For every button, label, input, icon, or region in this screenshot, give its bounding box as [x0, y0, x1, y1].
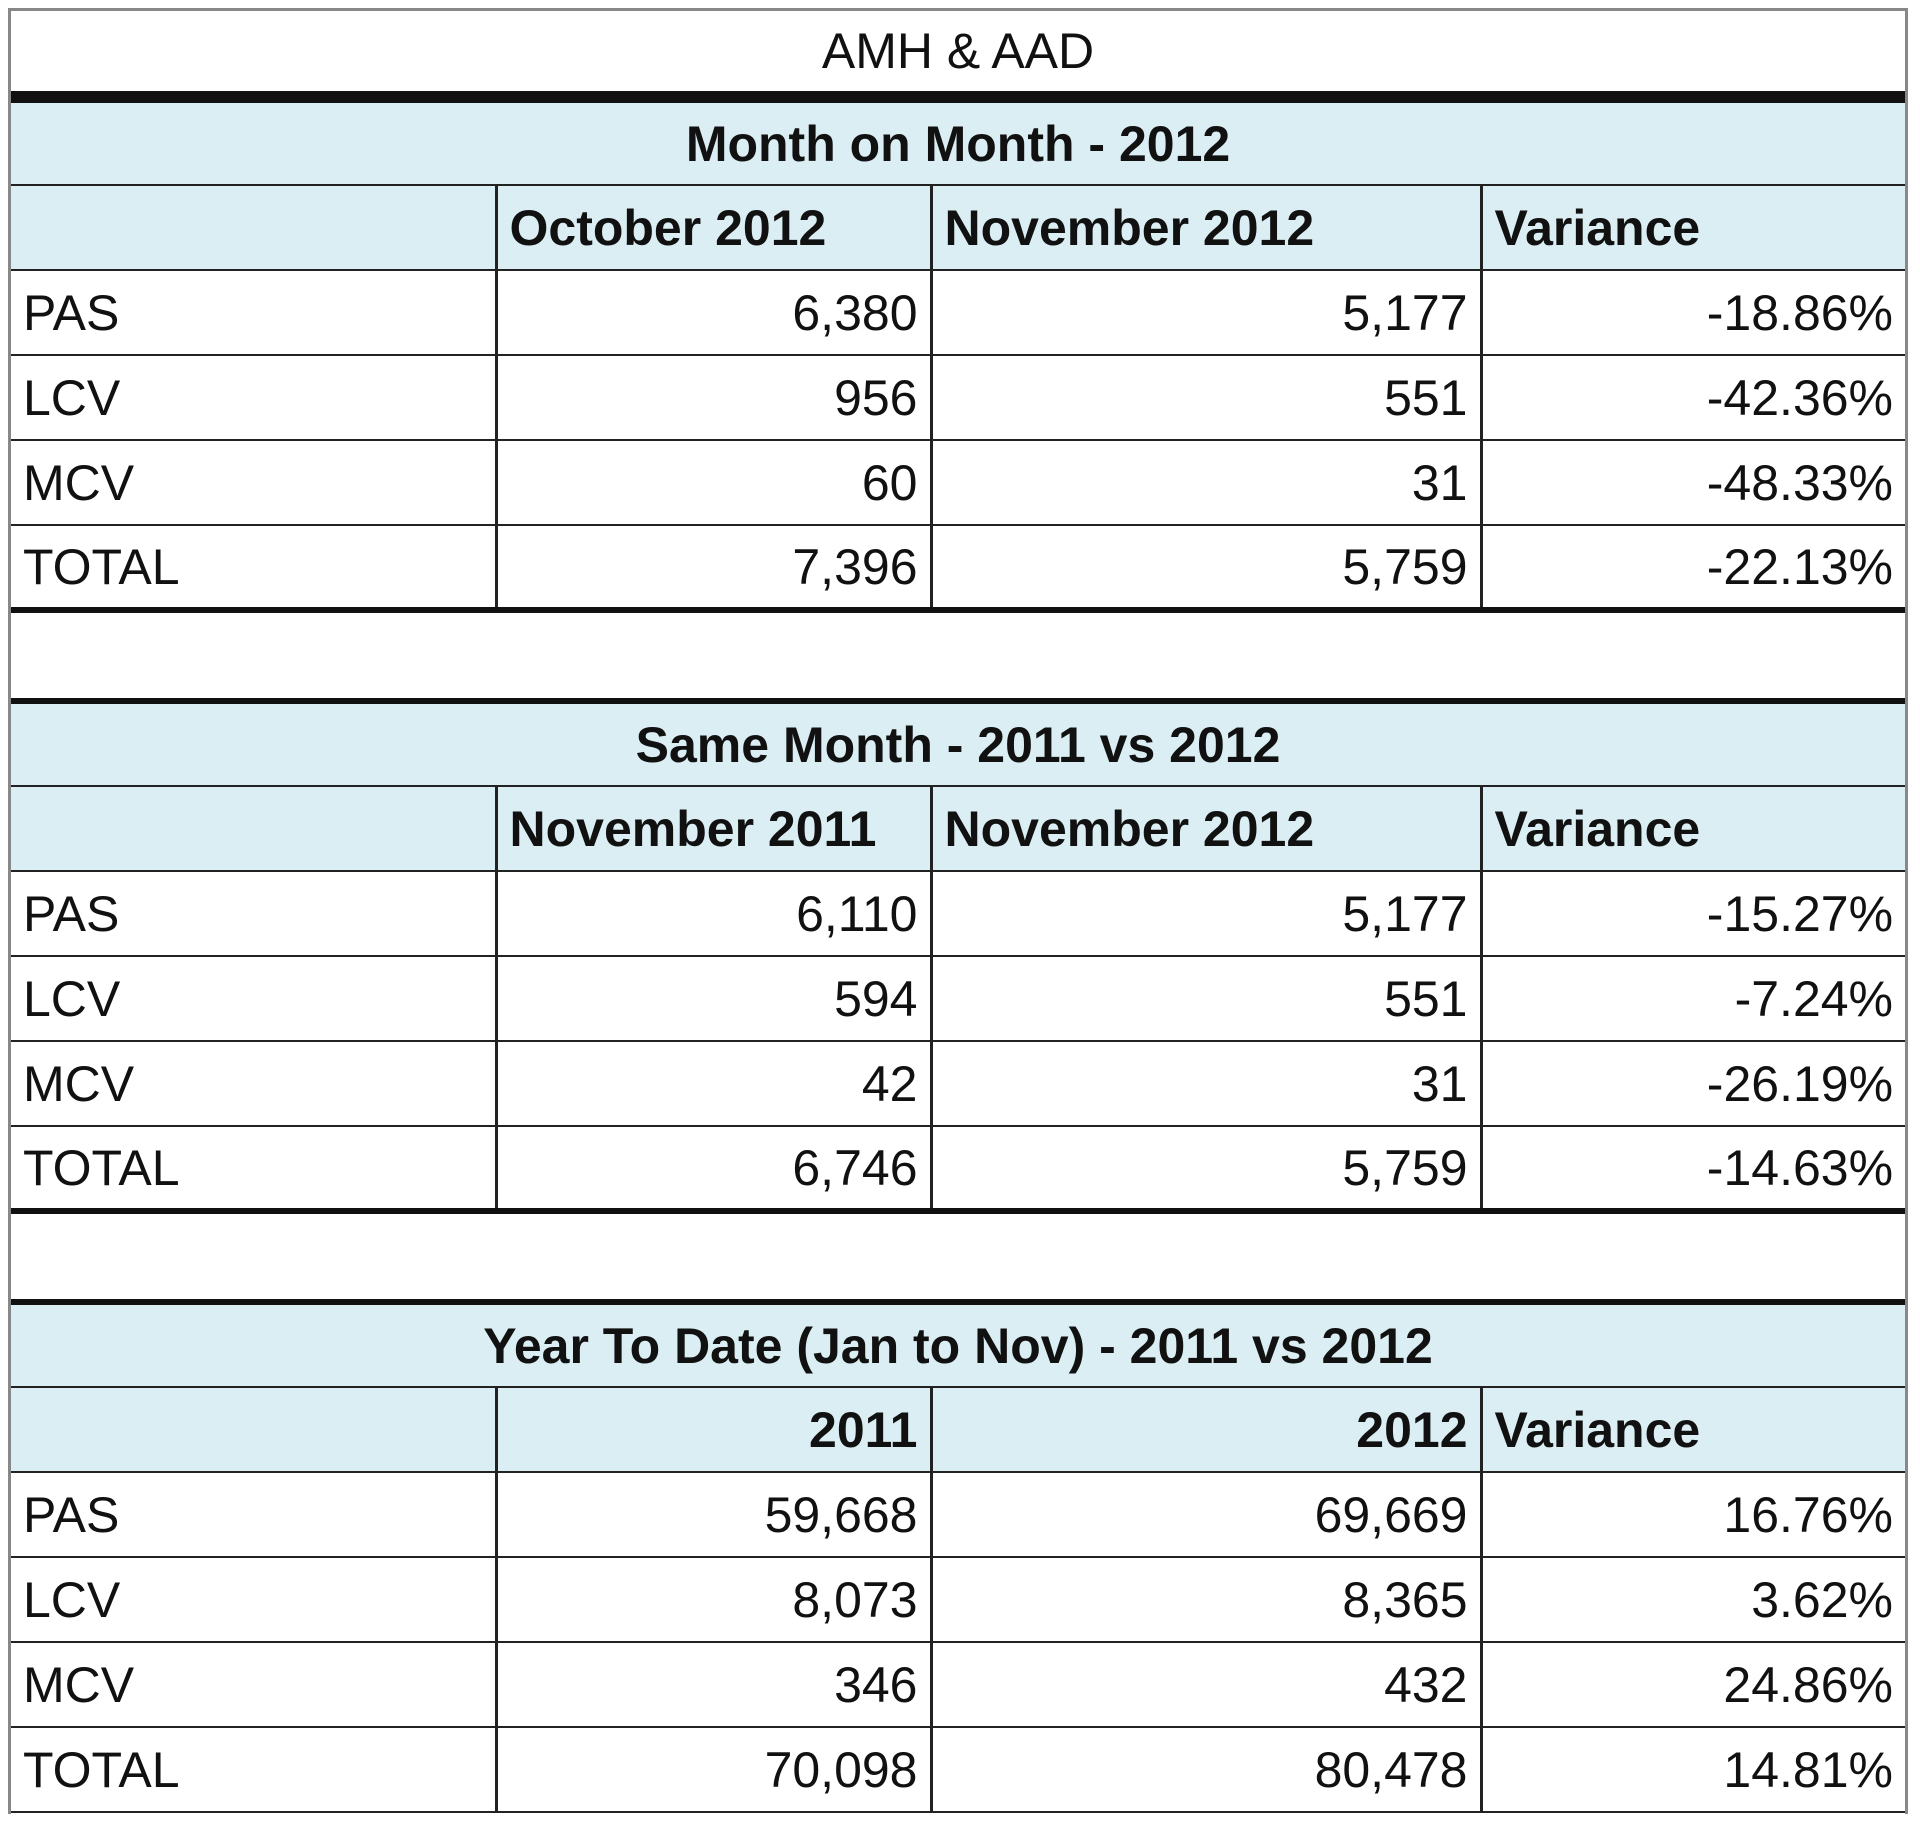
year-to-date-table: Year To Date (Jan to Nov) - 2011 vs 2012… — [11, 1299, 1906, 1813]
value-period-b: 551 — [929, 956, 1481, 1042]
spacer — [11, 613, 1905, 698]
row-label: LCV — [11, 1557, 496, 1643]
table-row: LCV 956 551 -42.36% — [11, 355, 1906, 441]
value-variance: -48.33% — [1479, 440, 1906, 526]
column-header-blank — [11, 185, 496, 271]
value-period-a: 60 — [494, 440, 931, 526]
value-period-a: 6,380 — [494, 270, 931, 356]
row-label: TOTAL — [11, 1126, 496, 1214]
spreadsheet-report: AMH & AAD Month on Month - 2012 October … — [8, 8, 1908, 1814]
value-variance: -22.13% — [1479, 525, 1906, 613]
column-header-period-a: October 2012 — [494, 185, 931, 271]
row-label: TOTAL — [11, 1727, 496, 1813]
value-variance: -14.63% — [1479, 1126, 1906, 1214]
value-variance: -7.24% — [1479, 956, 1906, 1042]
column-header-row: 2011 2012 Variance — [11, 1387, 1906, 1473]
value-period-a: 6,746 — [494, 1126, 931, 1214]
value-period-b: 80,478 — [929, 1727, 1481, 1813]
value-variance: -26.19% — [1479, 1041, 1906, 1127]
value-period-b: 8,365 — [929, 1557, 1481, 1643]
value-period-b: 551 — [929, 355, 1481, 441]
table-row: PAS 59,668 69,669 16.76% — [11, 1472, 1906, 1558]
table-row: MCV 346 432 24.86% — [11, 1642, 1906, 1728]
column-header-row: November 2011 November 2012 Variance — [11, 786, 1906, 872]
section-heading-row: Year To Date (Jan to Nov) - 2011 vs 2012 — [11, 1299, 1906, 1388]
section-heading-row: Month on Month - 2012 — [11, 97, 1906, 186]
value-period-b: 5,177 — [929, 871, 1481, 957]
report-title: AMH & AAD — [11, 11, 1905, 97]
value-period-a: 42 — [494, 1041, 931, 1127]
table-row-total: TOTAL 70,098 80,478 14.81% — [11, 1727, 1906, 1813]
value-variance: -15.27% — [1479, 871, 1906, 957]
value-variance: 16.76% — [1479, 1472, 1906, 1558]
row-label: MCV — [11, 440, 496, 526]
table-row: MCV 60 31 -48.33% — [11, 440, 1906, 526]
column-header-period-b: November 2012 — [929, 185, 1481, 271]
section-heading: Year To Date (Jan to Nov) - 2011 vs 2012 — [11, 1299, 1906, 1388]
table-row: PAS 6,380 5,177 -18.86% — [11, 270, 1906, 356]
table-row: LCV 8,073 8,365 3.62% — [11, 1557, 1906, 1643]
row-label: TOTAL — [11, 525, 496, 613]
value-period-a: 7,396 — [494, 525, 931, 613]
value-period-b: 31 — [929, 440, 1481, 526]
column-header-period-b: 2012 — [929, 1387, 1481, 1473]
value-variance: 14.81% — [1479, 1727, 1906, 1813]
row-label: MCV — [11, 1642, 496, 1728]
value-period-b: 69,669 — [929, 1472, 1481, 1558]
row-label: LCV — [11, 956, 496, 1042]
value-period-a: 8,073 — [494, 1557, 931, 1643]
table-row: MCV 42 31 -26.19% — [11, 1041, 1906, 1127]
row-label: PAS — [11, 871, 496, 957]
value-period-a: 6,110 — [494, 871, 931, 957]
value-variance: -42.36% — [1479, 355, 1906, 441]
same-month-table: Same Month - 2011 vs 2012 November 2011 … — [11, 698, 1906, 1214]
column-header-variance: Variance — [1479, 1387, 1906, 1473]
row-label: PAS — [11, 270, 496, 356]
section-heading: Month on Month - 2012 — [11, 97, 1906, 186]
spacer — [11, 1214, 1905, 1299]
column-header-row: October 2012 November 2012 Variance — [11, 185, 1906, 271]
value-period-a: 59,668 — [494, 1472, 931, 1558]
value-period-b: 432 — [929, 1642, 1481, 1728]
value-period-b: 31 — [929, 1041, 1481, 1127]
row-label: MCV — [11, 1041, 496, 1127]
table-row: LCV 594 551 -7.24% — [11, 956, 1906, 1042]
value-period-a: 70,098 — [494, 1727, 931, 1813]
value-period-a: 346 — [494, 1642, 931, 1728]
row-label: LCV — [11, 355, 496, 441]
value-period-a: 956 — [494, 355, 931, 441]
row-label: PAS — [11, 1472, 496, 1558]
value-variance: -18.86% — [1479, 270, 1906, 356]
value-variance: 24.86% — [1479, 1642, 1906, 1728]
section-heading: Same Month - 2011 vs 2012 — [11, 698, 1906, 787]
value-period-b: 5,759 — [929, 525, 1481, 613]
value-period-a: 594 — [494, 956, 931, 1042]
column-header-variance: Variance — [1479, 786, 1906, 872]
table-row-total: TOTAL 7,396 5,759 -22.13% — [11, 525, 1906, 613]
month-on-month-table: Month on Month - 2012 October 2012 Novem… — [11, 97, 1906, 613]
column-header-period-a: November 2011 — [494, 786, 931, 872]
table-row: PAS 6,110 5,177 -15.27% — [11, 871, 1906, 957]
column-header-blank — [11, 786, 496, 872]
column-header-variance: Variance — [1479, 185, 1906, 271]
table-row-total: TOTAL 6,746 5,759 -14.63% — [11, 1126, 1906, 1214]
value-period-b: 5,759 — [929, 1126, 1481, 1214]
column-header-period-b: November 2012 — [929, 786, 1481, 872]
section-heading-row: Same Month - 2011 vs 2012 — [11, 698, 1906, 787]
value-period-b: 5,177 — [929, 270, 1481, 356]
column-header-period-a: 2011 — [494, 1387, 931, 1473]
column-header-blank — [11, 1387, 496, 1473]
value-variance: 3.62% — [1479, 1557, 1906, 1643]
